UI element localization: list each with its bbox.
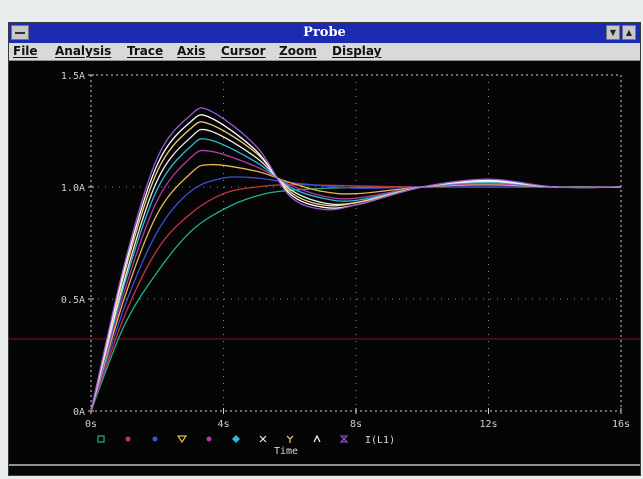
plot-area: 0s 4s 8s 12s 16s 0A 0.5A 1.0A 1.5A I(L1) Time (9, 61, 640, 475)
y-tick-label-3: 1.5A (61, 71, 85, 82)
y-tick-label-2: 1.0A (61, 183, 85, 194)
series-line-2 (90, 176, 621, 412)
series-line-1 (90, 184, 621, 412)
minimize-button[interactable]: ▼ (606, 25, 620, 40)
system-menu-button[interactable] (11, 25, 29, 40)
menu-analysis[interactable]: Analysis (55, 44, 112, 58)
legend-marker-2 (152, 436, 158, 442)
series-line-4 (90, 149, 622, 412)
legend-marker-3 (176, 435, 188, 444)
window-title: Probe (303, 25, 346, 40)
y-tick-label-0: 0A (73, 407, 85, 418)
series-line-0 (90, 186, 621, 412)
legend-marker-0 (97, 435, 105, 443)
legend-marker-1 (125, 436, 131, 442)
legend-marker-6 (259, 435, 267, 443)
x-tick-label-4: 16s (612, 419, 630, 430)
series-line-3 (90, 163, 622, 412)
legend-marker-5 (232, 435, 240, 443)
maximize-button[interactable]: ▲ (622, 25, 636, 40)
legend-marker-7 (286, 435, 294, 443)
series-line-6 (90, 128, 622, 412)
menu-bar: File Analysis Trace Axis Cursor Zoom Dis… (9, 43, 640, 61)
legend-marker-8 (313, 434, 321, 443)
menu-file[interactable]: File (13, 44, 38, 58)
legend-label: I(L1) (365, 435, 395, 446)
x-axis-label: Time (274, 446, 298, 457)
x-tick-label-1: 4s (217, 419, 229, 430)
menu-trace[interactable]: Trace (127, 44, 164, 58)
menu-cursor[interactable]: Cursor (221, 44, 266, 58)
title-bar: Probe ▼ ▲ (9, 23, 640, 43)
menu-axis[interactable]: Axis (177, 44, 206, 58)
menu-display[interactable]: Display (332, 44, 382, 58)
y-tick-label-1: 0.5A (61, 295, 85, 306)
x-tick-label-2: 8s (350, 419, 362, 430)
probe-chart: 0s 4s 8s 12s 16s 0A 0.5A 1.0A 1.5A I(L1) Time (9, 71, 640, 466)
series-line-5 (90, 138, 622, 412)
series-line-7 (90, 121, 622, 412)
x-tick-label-0: 0s (85, 419, 97, 430)
probe-window: Probe ▼ ▲ File Analysis Trace Axis Curso… (8, 22, 641, 476)
x-tick-label-3: 12s (479, 419, 497, 430)
menu-zoom[interactable]: Zoom (279, 44, 317, 58)
legend-marker-9 (339, 435, 349, 443)
series-line-9 (90, 107, 622, 412)
legend-marker-4 (206, 436, 212, 442)
series-line-8 (90, 114, 622, 412)
